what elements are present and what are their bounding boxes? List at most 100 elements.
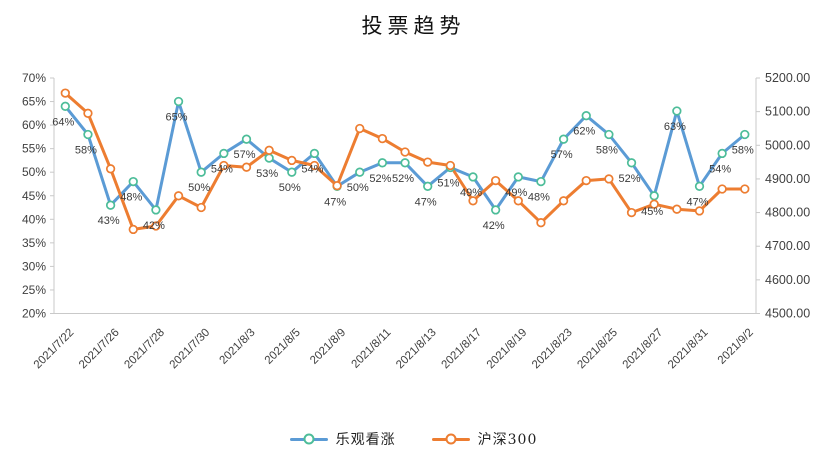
data-point-label: 50% (279, 182, 301, 194)
data-point-marker (309, 148, 320, 159)
data-point-label: 51% (437, 178, 459, 190)
data-point-marker (60, 101, 70, 111)
data-point-label: 54% (211, 163, 233, 175)
right-axis-tick-label: 4500.00 (765, 307, 810, 321)
data-point-label: 58% (732, 145, 754, 157)
data-point-marker (151, 205, 161, 215)
left-axis-tick-label: 45% (22, 189, 46, 203)
data-point-marker (581, 175, 591, 186)
data-point-marker (694, 181, 705, 191)
data-point-label: 64% (52, 116, 74, 128)
data-point-label: 42% (483, 220, 505, 232)
x-axis-date-label: 2021/8/3 (217, 327, 257, 367)
x-axis-date-label: 2021/9/2 (716, 327, 756, 367)
chart-canvas: 70% 65% 60% 55% 50% 45% 40% 35% 30% 25% 20% 5200.00… (22, 71, 810, 372)
data-point-marker (105, 164, 116, 174)
data-point-label: 50% (347, 182, 369, 194)
data-point-marker (672, 106, 682, 116)
data-point-marker (423, 157, 433, 167)
data-point-marker (355, 123, 365, 134)
data-point-marker (219, 160, 229, 171)
data-point-marker (468, 196, 478, 206)
data-point-marker (626, 158, 637, 168)
left-axis-tick-label: 20% (22, 307, 46, 321)
data-point-label: 47% (415, 196, 437, 208)
data-point-label: 53% (256, 168, 278, 180)
legend-line-swatch-blue (289, 433, 328, 445)
legend-item-csi300[interactable]: 沪深300 (431, 429, 538, 449)
data-point-marker (558, 196, 569, 206)
legend-marker-icon (445, 433, 457, 445)
data-point-label: 52% (619, 173, 641, 185)
data-point-marker (491, 175, 501, 186)
data-point-marker (332, 181, 342, 191)
data-point-label: 58% (75, 145, 97, 157)
x-axis-date-label: 2021/8/9 (308, 327, 348, 367)
data-point-marker (196, 202, 206, 213)
data-point-marker (83, 108, 93, 118)
data-point-marker (241, 162, 252, 172)
left-axis-tick-label: 55% (22, 142, 46, 156)
data-point-label: 45% (641, 206, 663, 218)
data-point-label: 52% (392, 173, 414, 185)
x-axis-date-label: 2021/7/22 (32, 327, 77, 372)
left-axis-tick-label: 70% (22, 71, 46, 85)
data-point-marker (694, 206, 705, 216)
data-point-marker (287, 155, 297, 166)
data-point-marker (377, 158, 388, 168)
legend-line-swatch-orange (431, 433, 470, 445)
data-point-marker (740, 184, 750, 194)
data-point-marker (468, 172, 478, 182)
left-axis-tick-label: 60% (22, 118, 46, 132)
data-point-label: 65% (166, 112, 188, 124)
data-point-marker (377, 133, 388, 144)
data-point-marker (105, 200, 116, 210)
x-axis-date-label: 2021/7/30 (168, 327, 213, 372)
chart-legend: 乐观看涨 沪深300 (0, 429, 827, 449)
data-point-label: 62% (573, 126, 595, 138)
data-point-marker (513, 196, 523, 206)
data-point-marker (219, 148, 229, 159)
data-point-marker (626, 207, 637, 218)
x-axis-date-label: 2021/8/31 (666, 327, 711, 372)
data-point-marker (536, 176, 546, 187)
data-point-marker (287, 167, 297, 177)
legend-label: 乐观看涨 (335, 432, 396, 448)
data-point-marker (423, 181, 433, 191)
legend-item-optimistic[interactable]: 乐观看涨 (289, 429, 396, 449)
data-point-label: 43% (98, 215, 120, 227)
data-point-marker (445, 160, 456, 171)
data-point-marker (558, 134, 569, 144)
x-axis-date-label: 2021/8/27 (621, 327, 666, 372)
x-axis-date-label: 2021/8/23 (530, 327, 575, 372)
x-axis-date-label: 2021/7/26 (77, 327, 122, 372)
right-axis-tick-label: 4900.00 (765, 172, 810, 186)
data-point-marker (128, 176, 138, 187)
right-axis-tick-label: 4800.00 (765, 206, 810, 220)
data-point-label: 49% (505, 187, 527, 199)
left-axis-tick-label: 25% (22, 283, 46, 297)
data-point-marker (672, 204, 682, 214)
left-axis-tick-label: 65% (22, 95, 46, 109)
data-point-marker (264, 145, 274, 155)
data-point-marker (128, 224, 138, 235)
data-point-marker (264, 153, 274, 163)
right-axis-tick-label: 4700.00 (765, 239, 810, 253)
data-point-marker (581, 111, 591, 121)
data-point-marker (649, 191, 659, 201)
data-point-label: 58% (596, 145, 618, 157)
data-point-label: 48% (528, 192, 550, 204)
data-point-label: 42% (143, 220, 165, 232)
data-point-marker (740, 129, 750, 140)
data-point-label: 48% (120, 192, 142, 204)
data-point-label: 50% (188, 182, 210, 194)
right-axis-tick-label: 5100.00 (765, 105, 810, 119)
legend-label: 沪深300 (477, 432, 538, 448)
x-axis-date-label: 2021/8/17 (439, 327, 484, 372)
data-point-marker (400, 158, 410, 168)
data-point-marker (536, 218, 546, 228)
x-axis-date-label: 2021/8/25 (575, 327, 620, 372)
data-point-marker (649, 199, 659, 209)
right-axis-tick-label: 5000.00 (765, 138, 810, 152)
